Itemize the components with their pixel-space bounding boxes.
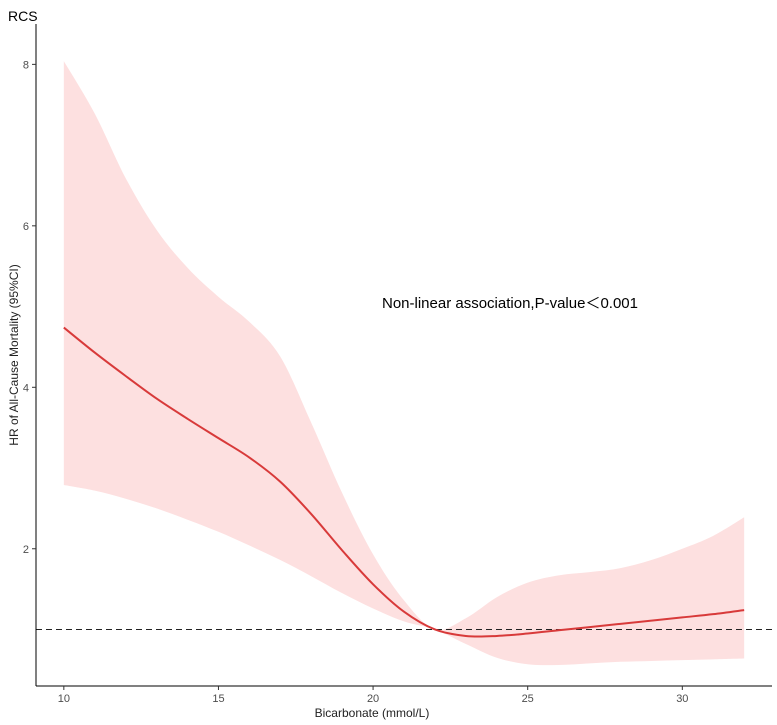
chart-title: RCS [8,8,38,24]
x-tick-label: 25 [522,693,534,705]
y-tick-label: 2 [23,544,29,556]
x-ticks: 10 15 20 25 30 [58,686,688,705]
y-tick-label: 8 [23,59,29,71]
confidence-band [63,61,745,666]
axes [35,24,772,687]
y-axis-title: HR of All-Cause Mortality (95%CI) [7,264,21,445]
x-tick-label: 10 [58,693,70,705]
y-tick-label: 6 [23,221,29,233]
y-ticks: 2 4 6 8 [23,59,36,556]
x-tick-label: 30 [676,693,688,705]
x-tick-label: 15 [212,693,224,705]
hr-line [63,326,745,638]
hr-line-layer [63,326,745,638]
confidence-band-layer [63,61,745,666]
nonlinear-annotation: Non-linear association,P-value＜0.001 [382,295,638,312]
x-tick-label: 20 [367,693,379,705]
y-tick-label: 4 [23,382,29,394]
x-axis-title: Bicarbonate (mmol/L) [315,706,430,720]
